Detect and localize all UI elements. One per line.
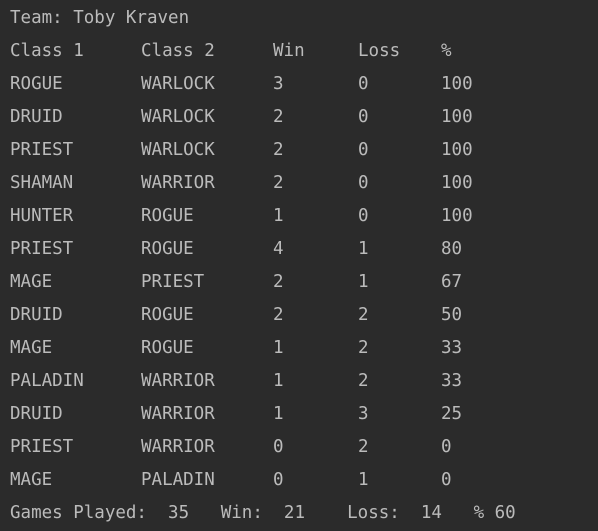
cell-class-2: ROGUE bbox=[141, 239, 194, 259]
cell-percent: 33 bbox=[441, 338, 463, 358]
cell-loss: 2 bbox=[358, 437, 369, 457]
cell-class-1: PALADIN bbox=[10, 371, 84, 391]
cell-class-1: MAGE bbox=[10, 470, 53, 490]
header-loss: Loss bbox=[358, 41, 401, 61]
cell-loss: 0 bbox=[358, 74, 369, 94]
header-class-2: Class 2 bbox=[141, 41, 215, 61]
cell-class-2: ROGUE bbox=[141, 305, 194, 325]
cell-loss: 2 bbox=[358, 305, 369, 325]
summary-line: Games Played: 35 Win: 21 Loss: 14 % 60 bbox=[10, 503, 516, 523]
cell-class-2: PRIEST bbox=[141, 272, 205, 292]
cell-loss: 0 bbox=[358, 107, 369, 127]
cell-win: 1 bbox=[273, 404, 284, 424]
cell-loss: 0 bbox=[358, 173, 369, 193]
cell-class-2: ROGUE bbox=[141, 206, 194, 226]
header-win: Win bbox=[273, 41, 305, 61]
cell-loss: 1 bbox=[358, 239, 369, 259]
cell-class-1: PRIEST bbox=[10, 140, 74, 160]
cell-win: 2 bbox=[273, 107, 284, 127]
cell-percent: 67 bbox=[441, 272, 463, 292]
header-percent: % bbox=[441, 41, 452, 61]
cell-class-2: PALADIN bbox=[141, 470, 215, 490]
cell-win: 2 bbox=[273, 173, 284, 193]
cell-win: 2 bbox=[273, 305, 284, 325]
cell-win: 1 bbox=[273, 206, 284, 226]
cell-class-1: PRIEST bbox=[10, 239, 74, 259]
cell-loss: 1 bbox=[358, 272, 369, 292]
cell-percent: 100 bbox=[441, 107, 473, 127]
cell-percent: 0 bbox=[441, 437, 452, 457]
cell-percent: 100 bbox=[441, 74, 473, 94]
cell-class-1: MAGE bbox=[10, 338, 53, 358]
cell-win: 3 bbox=[273, 74, 284, 94]
cell-loss: 1 bbox=[358, 470, 369, 490]
cell-class-1: DRUID bbox=[10, 404, 63, 424]
cell-class-1: DRUID bbox=[10, 107, 63, 127]
cell-class-1: ROGUE bbox=[10, 74, 63, 94]
cell-class-1: MAGE bbox=[10, 272, 53, 292]
cell-class-1: HUNTER bbox=[10, 206, 74, 226]
cell-loss: 0 bbox=[358, 206, 369, 226]
cell-win: 2 bbox=[273, 272, 284, 292]
cell-loss: 2 bbox=[358, 371, 369, 391]
table-header: Class 1 Class 2 Win Loss % bbox=[10, 35, 452, 68]
cell-loss: 2 bbox=[358, 338, 369, 358]
cell-percent: 0 bbox=[441, 470, 452, 490]
cell-percent: 25 bbox=[441, 404, 463, 424]
cell-class-2: WARLOCK bbox=[141, 140, 215, 160]
cell-win: 1 bbox=[273, 338, 284, 358]
cell-class-2: WARRIOR bbox=[141, 371, 215, 391]
cell-class-1: SHAMAN bbox=[10, 173, 74, 193]
cell-class-2: WARLOCK bbox=[141, 107, 215, 127]
cell-percent: 100 bbox=[441, 173, 473, 193]
cell-class-1: DRUID bbox=[10, 305, 63, 325]
cell-win: 4 bbox=[273, 239, 284, 259]
cell-class-2: WARLOCK bbox=[141, 74, 215, 94]
cell-win: 0 bbox=[273, 437, 284, 457]
team-line: Team: Toby Kraven bbox=[10, 8, 190, 28]
cell-class-2: WARRIOR bbox=[141, 437, 215, 457]
header-class-1: Class 1 bbox=[10, 41, 84, 61]
cell-win: 1 bbox=[273, 371, 284, 391]
cell-percent: 50 bbox=[441, 305, 463, 325]
cell-percent: 80 bbox=[441, 239, 463, 259]
cell-percent: 33 bbox=[441, 371, 463, 391]
cell-class-1: PRIEST bbox=[10, 437, 74, 457]
cell-percent: 100 bbox=[441, 140, 473, 160]
cell-class-2: WARRIOR bbox=[141, 173, 215, 193]
cell-class-2: ROGUE bbox=[141, 338, 194, 358]
cell-class-2: WARRIOR bbox=[141, 404, 215, 424]
cell-loss: 3 bbox=[358, 404, 369, 424]
cell-win: 2 bbox=[273, 140, 284, 160]
cell-win: 0 bbox=[273, 470, 284, 490]
cell-percent: 100 bbox=[441, 206, 473, 226]
cell-loss: 0 bbox=[358, 140, 369, 160]
